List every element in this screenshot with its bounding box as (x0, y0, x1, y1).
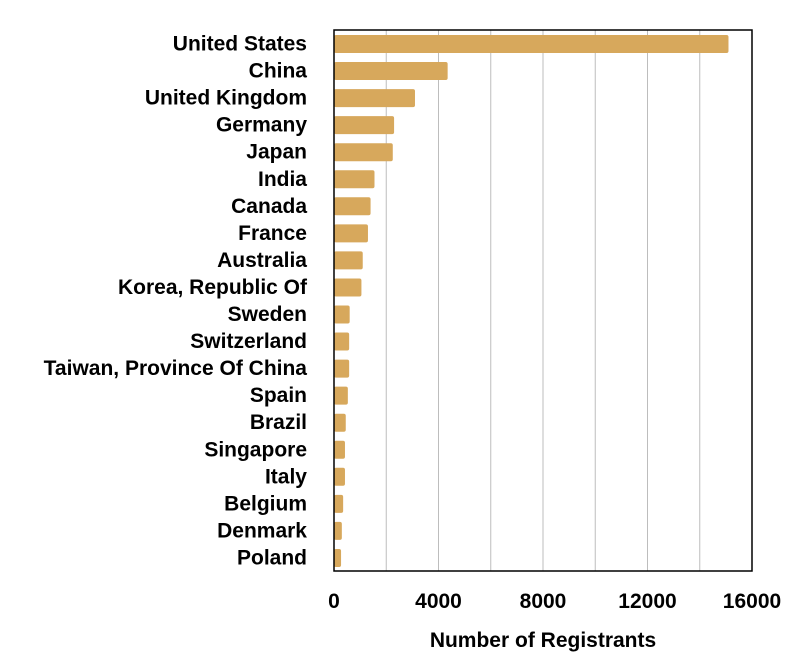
bar (334, 440, 345, 459)
bar (334, 359, 350, 378)
x-tick-label: 12000 (618, 590, 676, 613)
category-label: Spain (250, 384, 307, 407)
bar (334, 89, 415, 108)
bar (334, 305, 350, 324)
x-tick-labels: 0 4000 8000 12000 16000 (328, 590, 781, 613)
category-label: China (249, 60, 308, 83)
bar (334, 332, 350, 351)
bar (334, 170, 375, 189)
category-label: Japan (246, 141, 307, 164)
category-label: Germany (216, 114, 307, 137)
category-label: Australia (217, 249, 307, 272)
x-tick-label: 4000 (415, 590, 462, 613)
x-tick-label: 8000 (520, 590, 567, 613)
bar (334, 143, 393, 162)
category-label: Poland (237, 546, 307, 569)
grid-lines (385, 30, 701, 571)
bar (334, 197, 371, 216)
category-label: United Kingdom (145, 87, 307, 110)
category-label: Belgium (224, 492, 307, 515)
bar (334, 494, 344, 513)
bar (334, 62, 448, 81)
bar (334, 386, 348, 405)
category-labels: United States China United Kingdom Germany J… (44, 33, 308, 570)
category-label: Italy (265, 465, 307, 488)
x-tick-label: 16000 (723, 590, 781, 613)
category-label: Brazil (250, 411, 307, 434)
category-label: Korea, Republic Of (118, 276, 308, 299)
category-label: India (258, 168, 307, 191)
bar (334, 467, 345, 486)
bar (334, 35, 729, 53)
category-label: Switzerland (190, 330, 307, 353)
bar (334, 413, 346, 432)
bar (334, 116, 395, 135)
category-label: Canada (231, 195, 307, 218)
x-axis-title: Number of Registrants (430, 629, 656, 652)
bar (334, 548, 342, 567)
bar (334, 278, 362, 297)
bar (334, 224, 368, 243)
category-label: Sweden (228, 303, 307, 326)
category-label: France (238, 222, 307, 245)
category-label: United States (173, 33, 307, 56)
plot-frame (333, 29, 753, 572)
bar (334, 521, 342, 540)
category-label: Singapore (204, 438, 307, 461)
category-label: Taiwan, Province Of China (44, 357, 308, 380)
bars (334, 35, 729, 567)
x-tick-label: 0 (328, 590, 340, 613)
category-label: Denmark (217, 519, 307, 542)
bar (334, 251, 363, 270)
